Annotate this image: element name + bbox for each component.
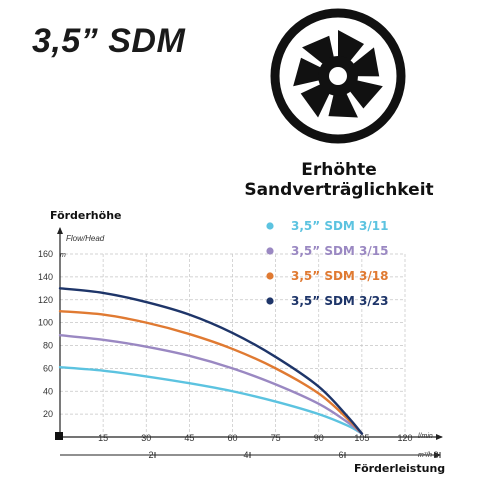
y-tick-label: 60 xyxy=(43,363,53,373)
impeller-blade xyxy=(293,57,338,87)
y-tick-label: 40 xyxy=(43,386,53,396)
impeller-icon xyxy=(270,8,406,144)
legend-marker xyxy=(266,272,274,280)
y-tick-label: 100 xyxy=(38,318,53,328)
x-tick-label: 45 xyxy=(184,433,194,443)
legend-marker xyxy=(266,222,274,230)
x-tick-label: 60 xyxy=(227,433,237,443)
x2-tick-label: 6 xyxy=(338,450,343,460)
y-tick-label: 120 xyxy=(38,295,53,305)
x2-tick-label: 2 xyxy=(148,450,153,460)
series-line-3-5-sdm-3-18 xyxy=(58,309,364,435)
x-tick-label: 90 xyxy=(314,433,324,443)
legend-label: 3,5” SDM 3/23 xyxy=(291,294,388,308)
feature-line-2: Sandverträglichkeit xyxy=(244,180,434,200)
origin-marker xyxy=(55,432,63,440)
x-tick-label: 75 xyxy=(271,433,281,443)
pump-curve-chart: 20 40 60 80 100 120 140 160 15 30 45 60 75 90 105 120 2 4… xyxy=(38,209,445,475)
legend-marker xyxy=(266,247,274,255)
x-tick-label: 15 xyxy=(98,433,108,443)
y-tick-label: 140 xyxy=(38,272,53,282)
x2-axis-unit: m³/h xyxy=(418,452,432,459)
x-axis-arrow xyxy=(436,434,443,440)
feature-line-1: Erhöhte xyxy=(301,160,377,180)
legend-label: 3,5” SDM 3/18 xyxy=(291,269,388,283)
y-tick-label: 80 xyxy=(43,341,53,351)
y-axis-arrow xyxy=(57,227,63,234)
legend-marker xyxy=(266,297,274,305)
series-line-3-5-sdm-3-11 xyxy=(58,366,364,435)
x-tick-label: 120 xyxy=(397,433,412,443)
x-axis-unit: l/min xyxy=(418,433,433,440)
y-axis-title: Förderhöhe xyxy=(50,209,122,222)
x-axis-title: Förderleistung xyxy=(354,462,445,475)
y-axis-subtitle: Flow/Head xyxy=(66,234,105,243)
series-line-3-5-sdm-3-15 xyxy=(58,334,364,435)
y-tick-label: 160 xyxy=(38,249,53,259)
x2-tick-label: 4 xyxy=(243,450,248,460)
x-tick-label: 105 xyxy=(354,433,369,443)
legend-label: 3,5” SDM 3/11 xyxy=(291,219,388,233)
legend-label: 3,5” SDM 3/15 xyxy=(291,244,388,258)
series-line-3-5-sdm-3-23 xyxy=(58,287,364,435)
x2-tick-label: 8 xyxy=(433,450,438,460)
page-title: 3,5” SDM xyxy=(32,22,186,60)
x-tick-label: 30 xyxy=(141,433,151,443)
axes: 20 40 60 80 100 120 140 160 15 30 45 60 75 90 105 120 2 4… xyxy=(38,227,443,460)
x2-axis-arrow xyxy=(434,452,441,458)
axis-labels: Förderhöhe Flow/Head m l/min m³/h Förder… xyxy=(50,209,445,475)
y-axis-unit: m xyxy=(60,252,66,259)
series-lines xyxy=(58,287,364,435)
y-tick-label: 20 xyxy=(43,409,53,419)
legend: 3,5” SDM 3/11 3,5” SDM 3/15 3,5” SDM 3/18 3… xyxy=(266,219,388,308)
